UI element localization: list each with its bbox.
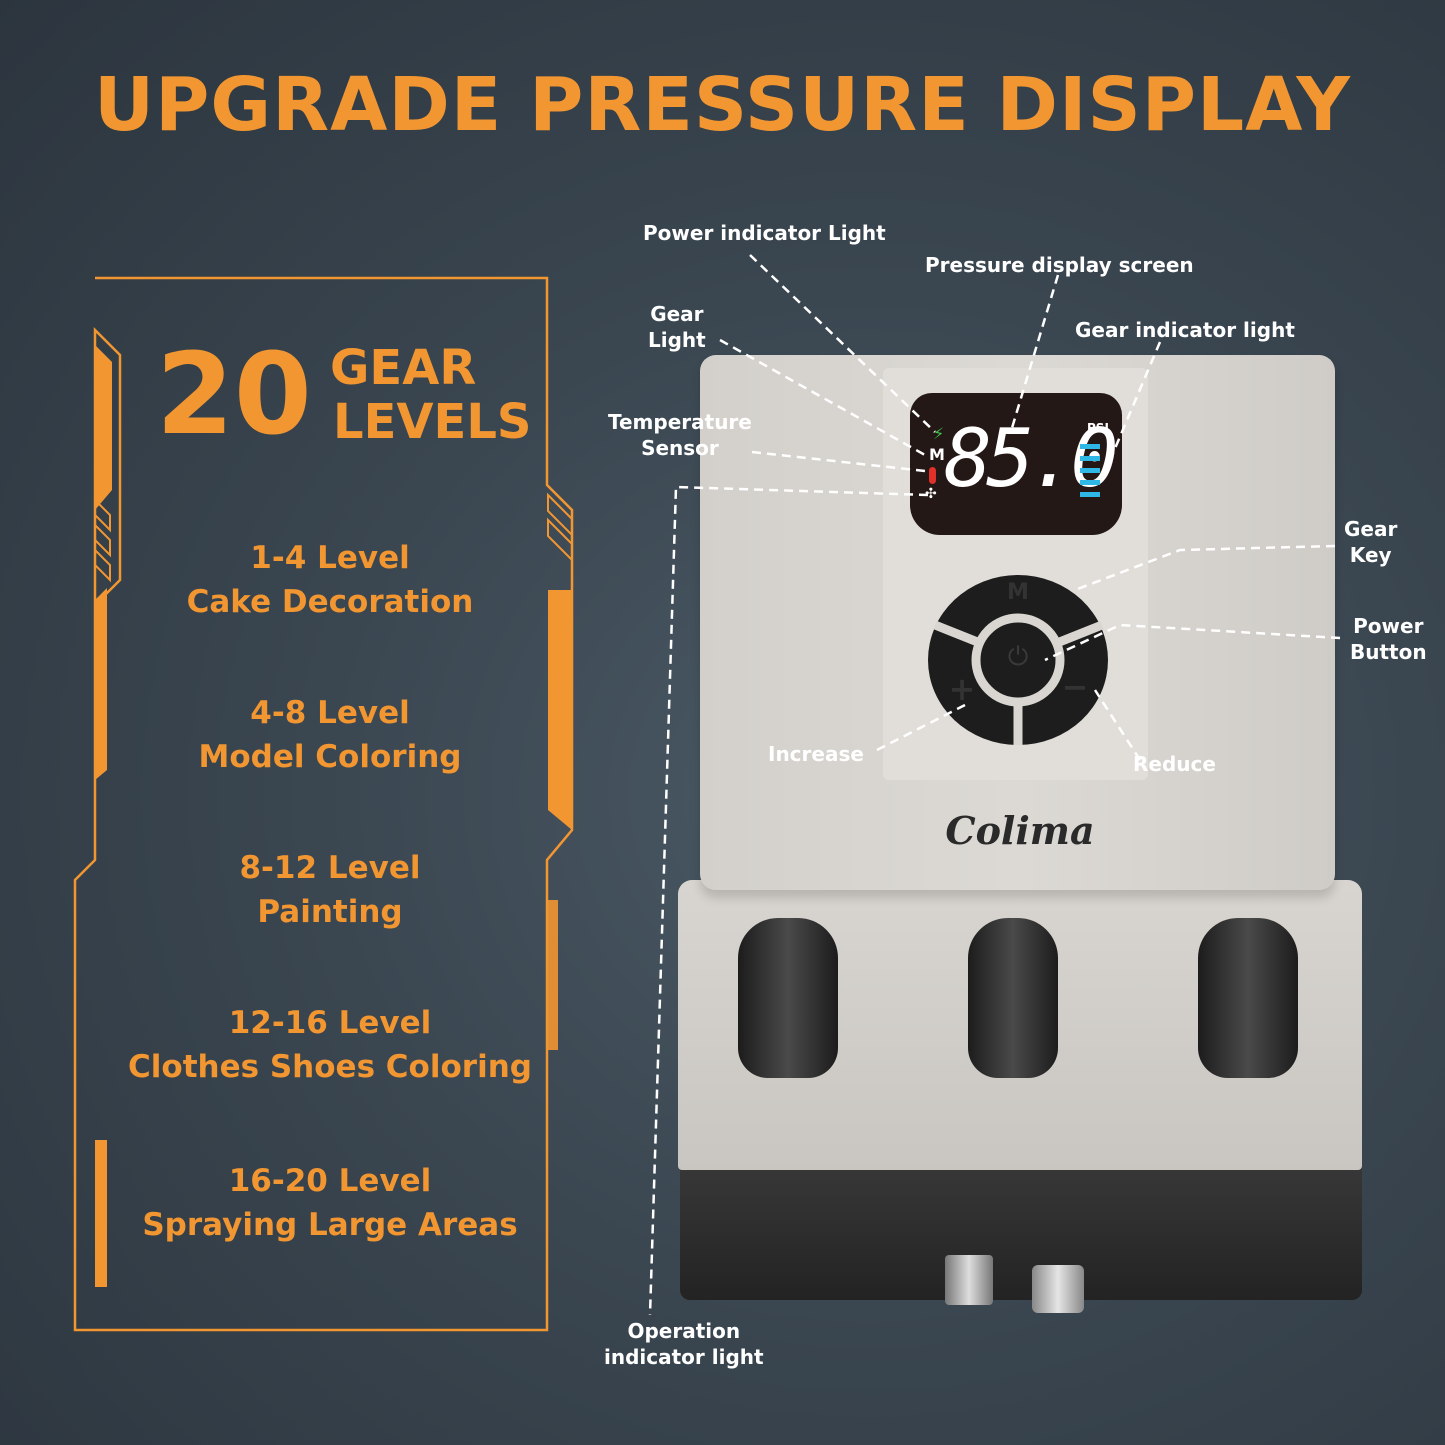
callout-temperature: Temperature Sensor: [608, 410, 752, 460]
gear-key-button[interactable]: M: [1007, 580, 1029, 605]
callout-gear-light: Gear Light: [648, 302, 706, 352]
level-item: 16-20 Level Spraying Large Areas: [80, 1159, 580, 1247]
callout-reduce: Reduce: [1133, 752, 1216, 776]
level-item: 1-4 Level Cake Decoration: [80, 536, 580, 624]
level-range: 12-16 Level: [228, 1005, 432, 1041]
callout-power-indicator: Power indicator Light: [643, 221, 886, 245]
gear-mode-light: M: [929, 445, 945, 464]
callout-pressure-screen: Pressure display screen: [925, 253, 1194, 277]
pressure-display: [910, 393, 1122, 535]
air-outlet-holder: [968, 918, 1058, 1078]
level-use: Model Coloring: [198, 739, 462, 775]
reduce-button[interactable]: −: [1061, 668, 1089, 706]
air-outlet-holder: [1198, 918, 1298, 1078]
level-use: Cake Decoration: [186, 584, 474, 620]
level-range: 8-12 Level: [239, 850, 421, 886]
gear-heading-2: LEVELS: [333, 394, 532, 450]
increase-button[interactable]: +: [948, 670, 976, 708]
level-range: 16-20 Level: [228, 1163, 432, 1199]
drain-valve: [1032, 1265, 1084, 1313]
brand-logo: Colima: [945, 808, 1095, 853]
callout-power-button: Power Button: [1350, 614, 1427, 664]
gear-heading-1: GEAR: [330, 340, 477, 396]
power-button[interactable]: ⏻: [1007, 642, 1029, 672]
level-use: Painting: [257, 894, 403, 930]
thermometer-icon: [929, 467, 936, 484]
gear-indicator-bars: [1080, 444, 1100, 497]
level-range: 4-8 Level: [250, 695, 410, 731]
pressure-unit: PSI: [1087, 421, 1109, 435]
callout-increase: Increase: [768, 742, 864, 766]
level-item: 12-16 Level Clothes Shoes Coloring: [75, 1001, 585, 1089]
device-base: [680, 1150, 1362, 1300]
level-use: Clothes Shoes Coloring: [128, 1049, 532, 1085]
callout-gear-key: Gear Key: [1344, 517, 1398, 567]
air-fitting: [945, 1255, 993, 1305]
page-title: UPGRADE PRESSURE DISPLAY: [94, 62, 1351, 148]
level-item: 4-8 Level Model Coloring: [80, 691, 580, 779]
level-range: 1-4 Level: [250, 540, 410, 576]
level-use: Spraying Large Areas: [142, 1207, 518, 1243]
fan-icon: ✣: [925, 486, 937, 502]
level-item: 8-12 Level Painting: [80, 846, 580, 934]
power-light-icon: ⚡: [933, 424, 945, 443]
callout-gear-indicator: Gear indicator light: [1075, 318, 1295, 342]
air-outlet-holder: [738, 918, 838, 1078]
callout-operation-indicator: Operation indicator light: [604, 1319, 764, 1369]
gear-count: 20: [156, 330, 312, 460]
